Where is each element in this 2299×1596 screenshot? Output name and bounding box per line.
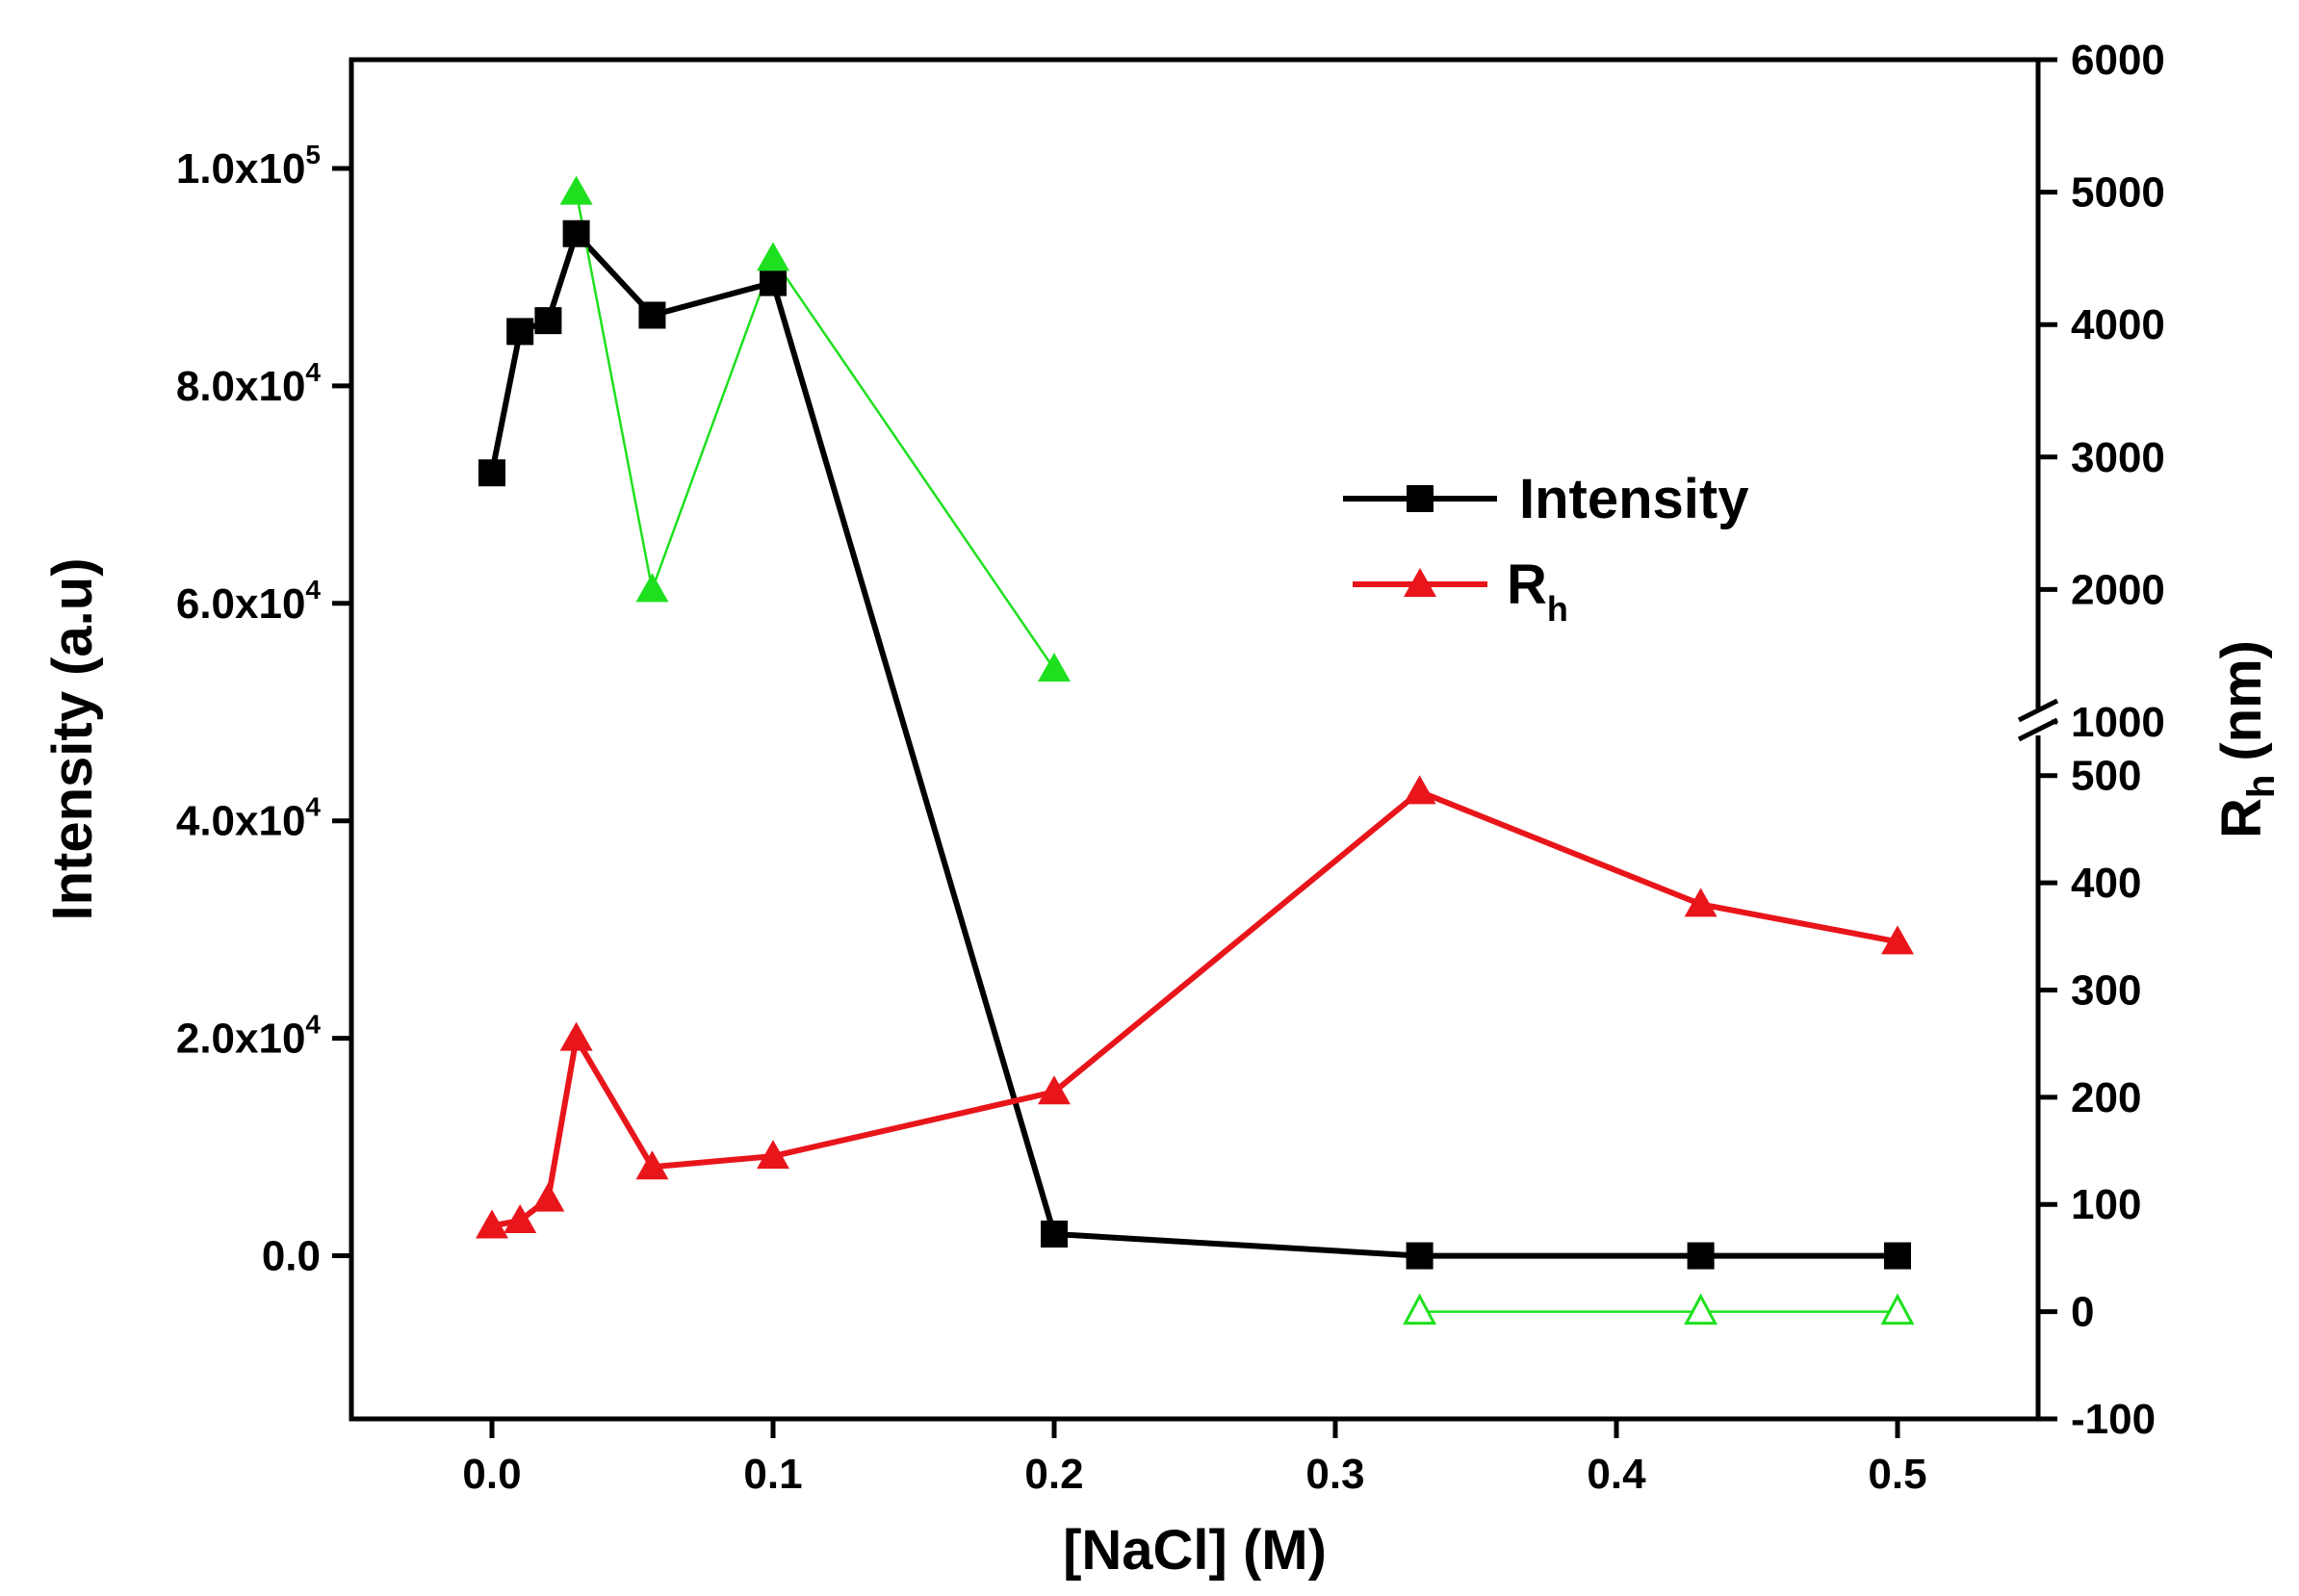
axis-break-mark bbox=[2017, 717, 2059, 742]
series-1-point bbox=[757, 1140, 789, 1170]
y-right-tick-label: 0 bbox=[2071, 1289, 2094, 1336]
y-right-tick-label: 300 bbox=[2071, 966, 2141, 1014]
y-left-tick-exponent: 4 bbox=[305, 357, 321, 387]
series-line-2 bbox=[575, 192, 1056, 670]
y-left-tick-exponent: 4 bbox=[305, 575, 321, 605]
y-right-tick-label: 5000 bbox=[2071, 169, 2165, 217]
x-tick-label: 0.0 bbox=[462, 1451, 521, 1498]
y-right-tick-label: 100 bbox=[2071, 1181, 2141, 1228]
y-axis-right-title-main: R bbox=[2210, 798, 2273, 838]
y-left-tick-mantissa: 2.0x10 bbox=[176, 1016, 306, 1063]
series-0-point bbox=[638, 301, 666, 329]
series-1-point bbox=[635, 1150, 669, 1180]
y-left-tick-exponent: 5 bbox=[305, 140, 321, 169]
series-0-point bbox=[1687, 1242, 1715, 1270]
y-axis-right-title: Rh (nm) bbox=[2210, 640, 2283, 838]
x-tick-label: 0.1 bbox=[743, 1451, 802, 1498]
y-left-tick-mantissa: 8.0x10 bbox=[176, 363, 306, 410]
series-1-point bbox=[504, 1203, 537, 1233]
y-left-tick-exponent: 4 bbox=[305, 792, 321, 822]
y-right-tick-label: 6000 bbox=[2071, 37, 2165, 84]
series-1-point bbox=[1684, 888, 1718, 917]
x-tick-label: 0.5 bbox=[1868, 1451, 1926, 1498]
series-1-point bbox=[476, 1209, 508, 1239]
y-right-tick-label: 1000 bbox=[2071, 699, 2165, 746]
y-left-tick-label: 0.0 bbox=[262, 1233, 321, 1280]
series-2-point bbox=[1038, 652, 1071, 682]
series-2-point bbox=[635, 573, 669, 603]
legend-marker-intensity bbox=[1407, 485, 1434, 512]
y-left-tick-label: 4.0x104 bbox=[176, 792, 322, 845]
y-left-tick-exponent: 4 bbox=[305, 1010, 321, 1040]
y-left-tick-label: 2.0x104 bbox=[176, 1010, 322, 1063]
series-3-point bbox=[1880, 1293, 1915, 1326]
x-axis-title: [NaCl] (M) bbox=[1063, 1519, 1327, 1582]
series-1-point bbox=[1038, 1075, 1071, 1105]
series-1-point bbox=[559, 1021, 593, 1051]
series-2-point bbox=[559, 175, 593, 205]
y-left-tick-label: 8.0x104 bbox=[176, 357, 322, 410]
plot-lines bbox=[489, 192, 1899, 1313]
series-0-point bbox=[534, 307, 562, 335]
axes: 0.0 0.1 0.2 0.3 0.4 0.50.02.0x1044.0x1046.0x1… bbox=[176, 37, 2165, 1498]
series-2-point bbox=[757, 242, 789, 271]
x-tick-label: 0.2 bbox=[1024, 1451, 1083, 1498]
y-left-tick-label: 6.0x104 bbox=[176, 575, 322, 628]
series-1-point bbox=[1881, 925, 1914, 955]
series-line-1 bbox=[491, 788, 1899, 1229]
y-right-tick-label: 3000 bbox=[2071, 434, 2165, 481]
x-tick-label: 0.3 bbox=[1305, 1451, 1364, 1498]
y-right-tick-label: 4000 bbox=[2071, 301, 2165, 348]
legend-label-intensity: Intensity bbox=[1519, 468, 1749, 530]
y-axis-left-title: Intensity (a.u) bbox=[41, 557, 104, 920]
series-0-point bbox=[478, 459, 505, 487]
y-right-tick-label: -100 bbox=[2071, 1396, 2156, 1443]
plot-markers bbox=[476, 175, 1915, 1326]
legend-marker-rh bbox=[1404, 568, 1436, 597]
y-left-tick-mantissa: 0.0 bbox=[262, 1233, 321, 1280]
y-right-tick-label: 500 bbox=[2071, 753, 2141, 800]
series-0-point bbox=[1406, 1242, 1434, 1270]
y-right-tick-label: 400 bbox=[2071, 860, 2141, 907]
series-0-point bbox=[506, 318, 534, 346]
legend: Intensity Rh bbox=[1343, 468, 1749, 629]
y-axis-right-title-sub: h bbox=[2240, 775, 2283, 798]
y-axis-right-title-unit: (nm) bbox=[2210, 640, 2273, 761]
series-0-point bbox=[562, 219, 590, 247]
legend-label-rh-main: R bbox=[1507, 553, 1547, 616]
y-left-tick-label: 1.0x105 bbox=[176, 140, 321, 193]
series-1-point bbox=[1403, 775, 1436, 805]
y-right-tick-label: 2000 bbox=[2071, 566, 2165, 613]
plot-frame bbox=[349, 57, 2041, 1422]
y-left-tick-mantissa: 1.0x10 bbox=[176, 145, 306, 193]
y-left-tick-mantissa: 6.0x10 bbox=[176, 580, 306, 628]
series-3-point bbox=[1684, 1293, 1718, 1326]
series-0-point bbox=[1884, 1242, 1911, 1270]
series-3-point bbox=[1403, 1293, 1437, 1326]
legend-label-rh: Rh bbox=[1507, 553, 1568, 629]
x-tick-label: 0.4 bbox=[1587, 1451, 1646, 1498]
series-0-point bbox=[1041, 1220, 1068, 1248]
series-1-point bbox=[531, 1182, 565, 1212]
y-right-tick-label: 200 bbox=[2071, 1074, 2141, 1121]
series-line-0 bbox=[489, 230, 1898, 1259]
legend-label-rh-sub: h bbox=[1547, 589, 1568, 629]
y-left-tick-mantissa: 4.0x10 bbox=[176, 798, 306, 845]
axis-break-mark bbox=[2017, 698, 2059, 723]
series-0-point bbox=[760, 269, 787, 296]
